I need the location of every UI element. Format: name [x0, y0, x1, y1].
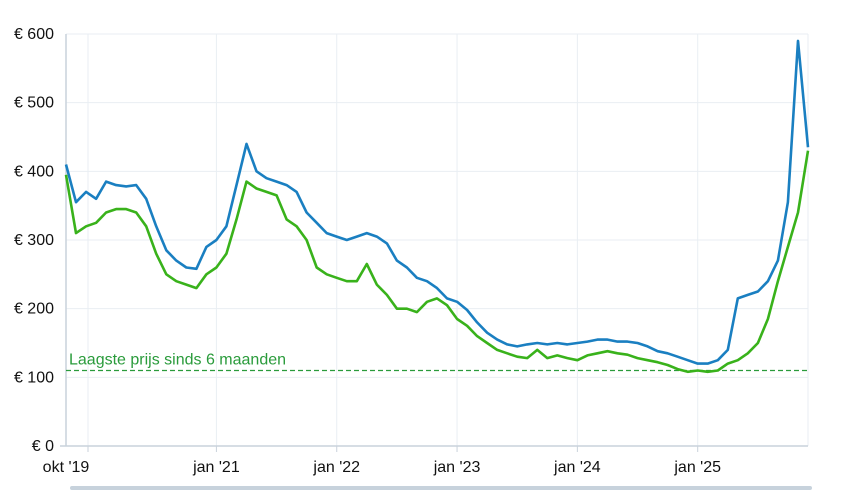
y-tick-label: € 500 — [14, 95, 54, 112]
x-tick-label: jan '22 — [312, 459, 360, 476]
grid-lines — [66, 33, 809, 446]
y-tick-label: € 0 — [32, 438, 54, 455]
y-tick-label: € 300 — [14, 232, 54, 249]
y-tick-label: € 200 — [14, 301, 54, 318]
series-lines — [64, 39, 810, 374]
x-tick-label: jan '21 — [192, 459, 240, 476]
y-tick-label: € 400 — [14, 163, 54, 180]
reference-line-group: Laagste prijs sinds 6 maanden — [66, 351, 808, 372]
x-tick-label: jan '23 — [433, 459, 481, 476]
price-line-blue — [64, 39, 810, 365]
y-tick-label: € 100 — [14, 369, 54, 386]
lowest-price-label: Laagste prijs sinds 6 maanden — [69, 351, 286, 368]
x-tick-label: jan '24 — [553, 459, 601, 476]
x-tick-label: okt '19 — [43, 459, 90, 476]
timeline-scrollbar[interactable] — [70, 486, 812, 490]
axes — [60, 34, 808, 452]
price-line-green — [64, 150, 810, 374]
tick-labels: € 0 € 100 € 200 € 300 € 400 € 500 € 600 okt '19… — [14, 26, 721, 476]
x-tick-label: jan '25 — [673, 459, 721, 476]
y-tick-label: € 600 — [14, 26, 54, 43]
